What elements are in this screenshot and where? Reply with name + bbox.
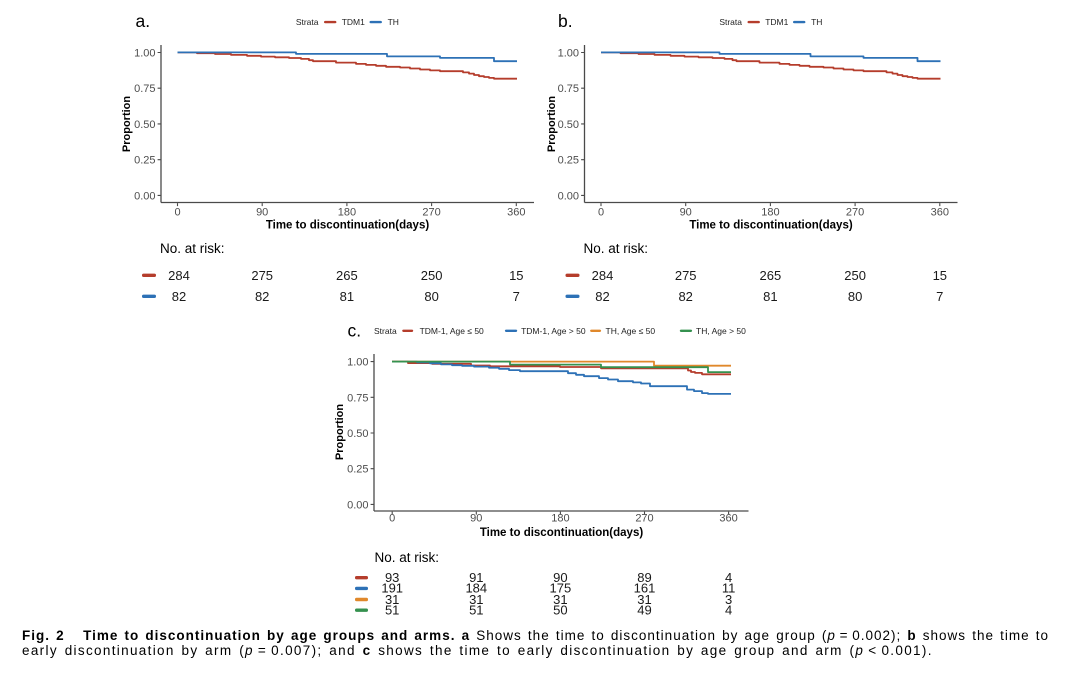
svg-text:15: 15 xyxy=(509,268,523,283)
svg-text:161: 161 xyxy=(634,581,656,596)
svg-text:c.: c. xyxy=(348,321,362,341)
svg-text:0.75: 0.75 xyxy=(134,83,155,95)
svg-text:3: 3 xyxy=(725,592,732,607)
svg-text:275: 275 xyxy=(251,268,273,283)
svg-text:80: 80 xyxy=(848,289,862,304)
svg-text:TDM-1, Age > 50: TDM-1, Age > 50 xyxy=(521,326,586,336)
svg-text:270: 270 xyxy=(635,513,653,525)
svg-text:TDM-1, Age ≤ 50: TDM-1, Age ≤ 50 xyxy=(420,326,484,336)
svg-text:90: 90 xyxy=(256,207,268,219)
svg-text:0.50: 0.50 xyxy=(558,119,579,131)
svg-text:284: 284 xyxy=(592,268,614,283)
svg-text:360: 360 xyxy=(507,207,525,219)
svg-text:Strata: Strata xyxy=(374,326,397,336)
svg-text:265: 265 xyxy=(760,268,782,283)
svg-text:0.25: 0.25 xyxy=(134,155,155,167)
svg-text:51: 51 xyxy=(469,603,483,618)
svg-text:1.00: 1.00 xyxy=(347,357,368,369)
svg-text:90: 90 xyxy=(680,207,692,219)
svg-text:0.25: 0.25 xyxy=(347,464,368,476)
svg-text:TDM1: TDM1 xyxy=(342,17,365,27)
svg-text:Strata: Strata xyxy=(719,17,742,27)
svg-text:No. at risk:: No. at risk: xyxy=(584,241,649,256)
svg-text:89: 89 xyxy=(637,570,651,585)
svg-text:a.: a. xyxy=(136,11,151,31)
svg-text:0.75: 0.75 xyxy=(347,392,368,404)
svg-text:81: 81 xyxy=(763,289,777,304)
svg-text:11: 11 xyxy=(722,581,736,596)
svg-text:191: 191 xyxy=(381,581,403,596)
svg-text:91: 91 xyxy=(469,570,483,585)
svg-text:Time to discontinuation(days): Time to discontinuation(days) xyxy=(480,527,644,539)
svg-text:31: 31 xyxy=(637,592,651,607)
svg-text:7: 7 xyxy=(936,289,943,304)
svg-text:No. at risk:: No. at risk: xyxy=(160,241,225,256)
svg-text:270: 270 xyxy=(422,207,440,219)
svg-text:0.00: 0.00 xyxy=(134,190,155,202)
svg-text:TH: TH xyxy=(811,17,822,27)
svg-text:0.75: 0.75 xyxy=(558,83,579,95)
svg-text:82: 82 xyxy=(595,289,609,304)
svg-text:180: 180 xyxy=(338,207,356,219)
svg-text:1.00: 1.00 xyxy=(134,48,155,60)
svg-text:31: 31 xyxy=(385,592,399,607)
svg-text:0.50: 0.50 xyxy=(134,119,155,131)
svg-text:0.00: 0.00 xyxy=(347,499,368,511)
svg-text:31: 31 xyxy=(469,592,483,607)
svg-text:284: 284 xyxy=(168,268,190,283)
svg-text:90: 90 xyxy=(553,570,567,585)
svg-text:49: 49 xyxy=(637,603,651,618)
svg-text:175: 175 xyxy=(550,581,572,596)
svg-text:0: 0 xyxy=(598,207,604,219)
svg-text:180: 180 xyxy=(551,513,569,525)
svg-text:184: 184 xyxy=(465,581,487,596)
svg-text:250: 250 xyxy=(844,268,866,283)
svg-text:360: 360 xyxy=(931,207,949,219)
svg-text:Proportion: Proportion xyxy=(546,96,558,152)
svg-text:0: 0 xyxy=(389,513,395,525)
svg-text:275: 275 xyxy=(675,268,697,283)
svg-text:TH, Age > 50: TH, Age > 50 xyxy=(696,326,746,336)
svg-text:82: 82 xyxy=(255,289,269,304)
svg-text:4: 4 xyxy=(725,570,732,585)
svg-text:TH: TH xyxy=(388,17,399,27)
svg-text:Strata: Strata xyxy=(296,17,319,27)
svg-text:82: 82 xyxy=(172,289,186,304)
svg-text:93: 93 xyxy=(385,570,399,585)
svg-text:51: 51 xyxy=(385,603,399,618)
svg-text:TDM1: TDM1 xyxy=(765,17,788,27)
svg-text:250: 250 xyxy=(421,268,443,283)
svg-text:7: 7 xyxy=(513,289,520,304)
svg-text:180: 180 xyxy=(761,207,779,219)
svg-text:90: 90 xyxy=(470,513,482,525)
svg-text:0.25: 0.25 xyxy=(558,155,579,167)
svg-text:15: 15 xyxy=(933,268,947,283)
svg-text:81: 81 xyxy=(340,289,354,304)
svg-text:82: 82 xyxy=(678,289,692,304)
svg-text:Time to discontinuation(days): Time to discontinuation(days) xyxy=(689,220,853,232)
svg-text:Proportion: Proportion xyxy=(334,404,346,460)
svg-text:50: 50 xyxy=(553,603,567,618)
svg-text:360: 360 xyxy=(719,513,737,525)
svg-text:TH, Age ≤ 50: TH, Age ≤ 50 xyxy=(606,326,656,336)
svg-text:0: 0 xyxy=(174,207,180,219)
svg-text:1.00: 1.00 xyxy=(558,48,579,60)
svg-text:31: 31 xyxy=(553,592,567,607)
svg-text:265: 265 xyxy=(336,268,358,283)
svg-text:270: 270 xyxy=(846,207,864,219)
svg-text:Time to discontinuation(days): Time to discontinuation(days) xyxy=(266,220,430,232)
svg-text:0.50: 0.50 xyxy=(347,428,368,440)
svg-text:b.: b. xyxy=(558,11,573,31)
svg-text:80: 80 xyxy=(424,289,438,304)
svg-text:Proportion: Proportion xyxy=(121,96,133,152)
svg-text:4: 4 xyxy=(725,603,732,618)
svg-text:No. at risk:: No. at risk: xyxy=(375,550,440,565)
svg-text:0.00: 0.00 xyxy=(558,190,579,202)
